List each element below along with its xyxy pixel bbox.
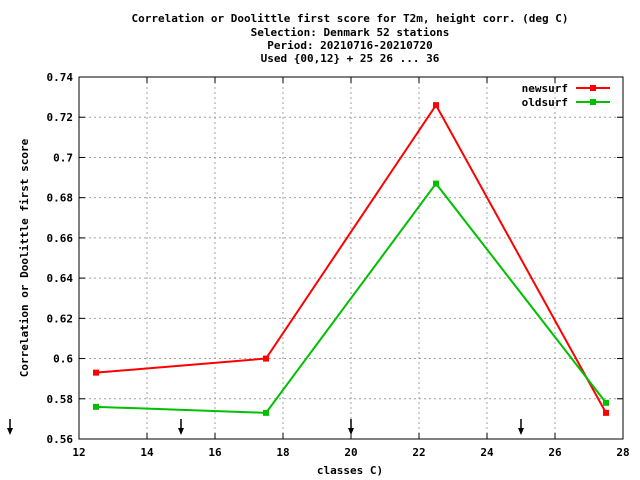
x-tick-label: 18 bbox=[276, 446, 289, 459]
arrow-markers bbox=[7, 419, 524, 435]
y-tick-label: 0.68 bbox=[47, 192, 74, 205]
data-point bbox=[93, 403, 99, 410]
title-line-1: Correlation or Doolittle first score for… bbox=[131, 12, 568, 25]
y-tick-label: 0.7 bbox=[53, 151, 73, 164]
y-tick-label: 0.62 bbox=[47, 312, 74, 325]
series-line-newsurf bbox=[95, 103, 607, 414]
down-arrow-icon bbox=[518, 419, 524, 435]
down-arrow-icon bbox=[7, 419, 13, 435]
y-axis-ticks: 0.56 0.58 0.6 0.62 0.64 0.66 0.68 0.7 0.72 0.74 bbox=[47, 71, 623, 446]
x-tick-label: 22 bbox=[412, 446, 425, 459]
data-series bbox=[93, 102, 609, 416]
x-tick-label: 12 bbox=[72, 446, 85, 459]
title-line-3: Period: 20210716-20210720 bbox=[267, 39, 433, 52]
y-tick-label: 0.66 bbox=[47, 232, 74, 245]
data-point bbox=[603, 409, 609, 416]
y-tick-label: 0.56 bbox=[47, 433, 74, 446]
legend-label-newsurf: newsurf bbox=[522, 82, 568, 95]
x-tick-label: 20 bbox=[344, 446, 357, 459]
y-tick-label: 0.74 bbox=[47, 71, 74, 84]
y-tick-label: 0.64 bbox=[47, 272, 74, 285]
data-point bbox=[603, 399, 609, 406]
data-point bbox=[93, 369, 99, 376]
x-tick-label: 14 bbox=[140, 446, 154, 459]
y-tick-label: 0.72 bbox=[47, 111, 74, 124]
title-line-4: Used {00,12} + 25 26 ... 36 bbox=[261, 52, 440, 65]
y-tick-label: 0.58 bbox=[47, 393, 74, 406]
legend-marker bbox=[590, 85, 596, 91]
x-axis-label: classes C) bbox=[317, 464, 383, 477]
data-point bbox=[263, 355, 269, 362]
data-point bbox=[433, 180, 439, 187]
down-arrow-icon bbox=[178, 419, 184, 435]
x-tick-label: 16 bbox=[208, 446, 222, 459]
data-point bbox=[433, 102, 439, 109]
data-point bbox=[263, 409, 269, 416]
series-line-oldsurf bbox=[95, 181, 607, 414]
x-tick-label: 26 bbox=[548, 446, 562, 459]
x-tick-label: 28 bbox=[616, 446, 629, 459]
down-arrow-icon bbox=[348, 419, 354, 435]
y-axis-label: Correlation or Doolittle first score bbox=[18, 138, 31, 377]
title-line-2: Selection: Denmark 52 stations bbox=[251, 26, 450, 39]
x-tick-label: 24 bbox=[480, 446, 494, 459]
grid-lines bbox=[79, 77, 623, 439]
chart-title: Correlation or Doolittle first score for… bbox=[131, 12, 568, 65]
legend-label-oldsurf: oldsurf bbox=[522, 96, 568, 109]
y-tick-label: 0.6 bbox=[53, 353, 73, 366]
legend-marker bbox=[590, 99, 596, 105]
plot-frame bbox=[78, 76, 624, 440]
